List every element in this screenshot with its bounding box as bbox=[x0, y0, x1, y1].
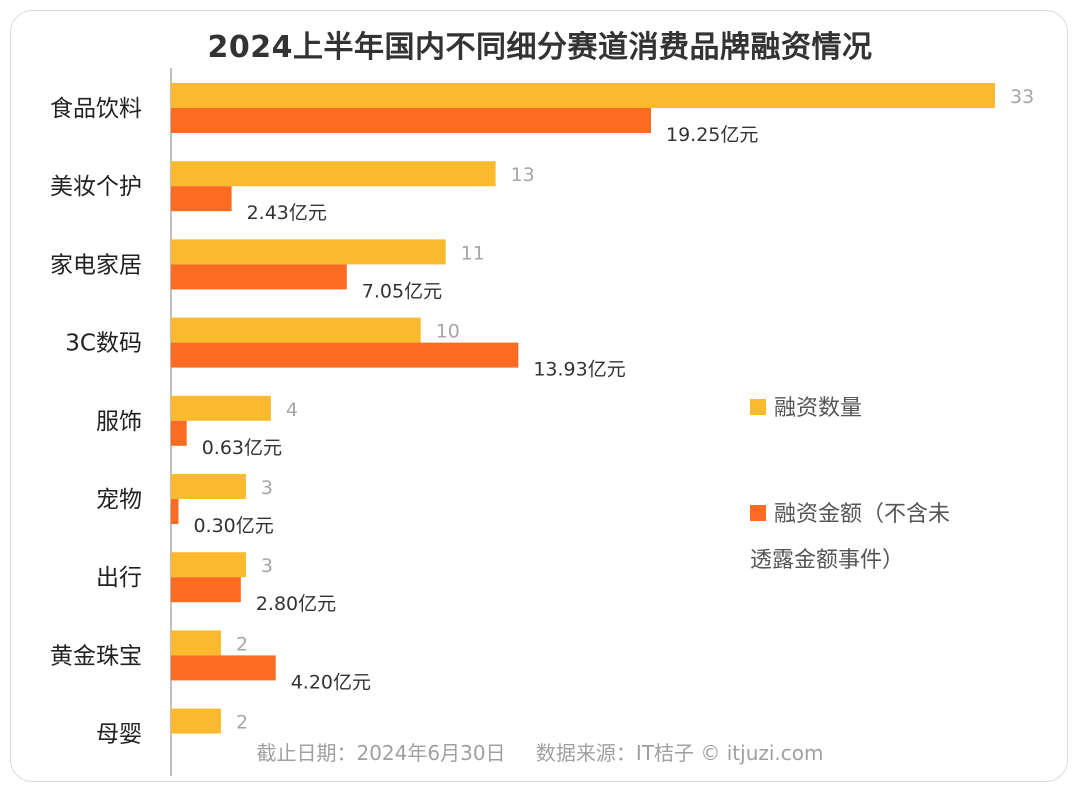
data-label-amount: 2.80亿元 bbox=[256, 593, 336, 615]
bar-amount bbox=[171, 342, 519, 368]
bar-amount bbox=[171, 577, 241, 603]
category-label: 美妆个护 bbox=[50, 174, 142, 200]
bar-amount bbox=[171, 186, 232, 212]
data-label-count: 2 bbox=[236, 633, 248, 655]
category-label: 黄金珠宝 bbox=[50, 643, 142, 669]
category-label: 宠物 bbox=[96, 487, 142, 513]
bar-count bbox=[171, 474, 246, 499]
data-label-amount: 4.20亿元 bbox=[291, 671, 371, 693]
bar-count bbox=[171, 552, 246, 578]
footer-source: 数据来源：IT桔子 © itjuzi.com bbox=[535, 741, 824, 765]
bar-amount bbox=[171, 108, 651, 133]
footer-date: 截止日期：2024年6月30日 bbox=[256, 741, 506, 765]
bar-count bbox=[171, 239, 446, 265]
data-label-count: 2 bbox=[236, 712, 248, 734]
legend-item-amount: 融资金额（不含未 透露金额事件） bbox=[750, 492, 1010, 584]
category-label: 出行 bbox=[96, 565, 142, 591]
bar-count bbox=[171, 630, 221, 656]
bar-amount bbox=[171, 420, 187, 446]
bar-amount bbox=[171, 655, 276, 681]
bar-count bbox=[171, 317, 421, 343]
data-label-amount: 0.30亿元 bbox=[193, 515, 273, 537]
category-label: 食品饮料 bbox=[50, 96, 142, 122]
data-label-amount: 7.05亿元 bbox=[362, 280, 442, 302]
legend-swatch-count bbox=[750, 399, 766, 415]
bar-amount bbox=[171, 499, 179, 524]
category-label: 3C数码 bbox=[65, 331, 142, 357]
footer: 截止日期：2024年6月30日 数据来源：IT桔子 © itjuzi.com bbox=[0, 737, 1080, 766]
data-label-count: 13 bbox=[511, 164, 535, 186]
data-label-amount: 13.93亿元 bbox=[533, 359, 625, 381]
legend-label-amount-line1: 融资金额（不含未 bbox=[774, 502, 951, 527]
category-label: 家电家居 bbox=[50, 252, 142, 278]
legend-item-count: 融资数量 bbox=[750, 386, 862, 432]
data-label-count: 33 bbox=[1010, 86, 1034, 108]
chart-title: 2024上半年国内不同细分赛道消费品牌融资情况 bbox=[207, 30, 873, 65]
category-label: 服饰 bbox=[96, 409, 142, 435]
data-label-count: 3 bbox=[261, 477, 273, 499]
data-label-amount: 0.63亿元 bbox=[202, 437, 282, 459]
bar-count bbox=[171, 161, 496, 187]
bar-count bbox=[171, 395, 271, 421]
data-label-count: 10 bbox=[436, 321, 460, 343]
legend-swatch-amount bbox=[750, 505, 766, 521]
data-label-count: 4 bbox=[286, 399, 298, 421]
data-label-count: 3 bbox=[261, 555, 273, 577]
data-label-amount: 2.43亿元 bbox=[247, 202, 327, 224]
bar-count bbox=[171, 83, 995, 108]
legend-label-amount-line2: 透露金额事件） bbox=[750, 548, 905, 573]
data-label-count: 11 bbox=[461, 242, 485, 264]
category-label: 母婴 bbox=[96, 722, 142, 748]
bar-amount bbox=[171, 264, 347, 290]
legend-label-count: 融资数量 bbox=[774, 396, 863, 421]
bar-count bbox=[171, 708, 221, 734]
data-label-amount: 19.25亿元 bbox=[666, 124, 758, 146]
